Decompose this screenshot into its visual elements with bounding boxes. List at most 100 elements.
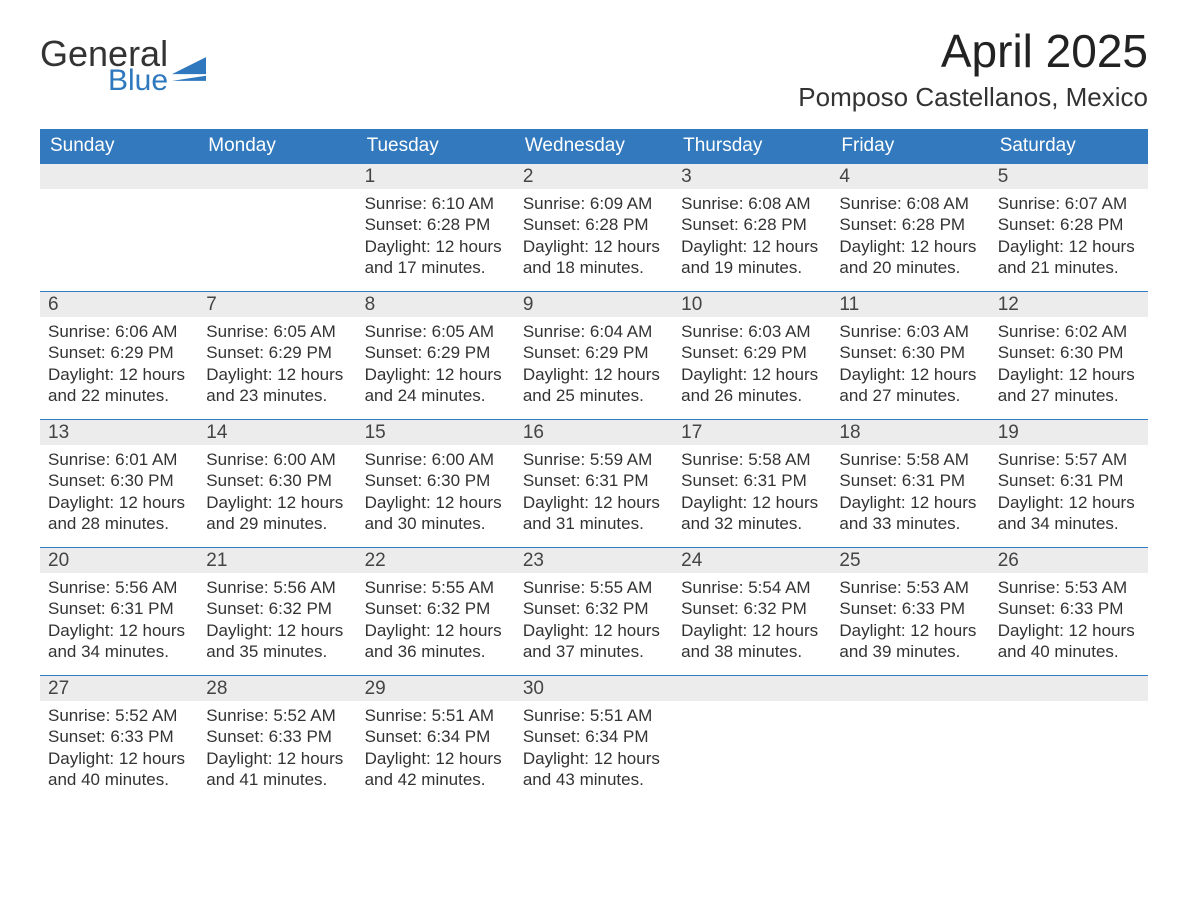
day-details: Sunrise: 5:53 AMSunset: 6:33 PMDaylight:… [990,573,1148,668]
sunset-line: Sunset: 6:29 PM [523,342,665,363]
sunset-line: Sunset: 6:31 PM [681,470,823,491]
day-details: Sunrise: 6:08 AMSunset: 6:28 PMDaylight:… [673,189,831,284]
sunrise-line: Sunrise: 5:55 AM [523,577,665,598]
sunrise-line: Sunrise: 5:51 AM [365,705,507,726]
day-number: 19 [990,419,1148,445]
day-details: Sunrise: 6:01 AMSunset: 6:30 PMDaylight:… [40,445,198,540]
calendar-day-cell [673,675,831,803]
day-details: Sunrise: 6:08 AMSunset: 6:28 PMDaylight:… [831,189,989,284]
daylight-line: Daylight: 12 hours and 41 minutes. [206,748,348,791]
daylight-line: Daylight: 12 hours and 38 minutes. [681,620,823,663]
day-number: 4 [831,163,989,189]
day-details: Sunrise: 5:56 AMSunset: 6:31 PMDaylight:… [40,573,198,668]
sunset-line: Sunset: 6:30 PM [48,470,190,491]
daylight-line: Daylight: 12 hours and 31 minutes. [523,492,665,535]
calendar-day-cell: 15Sunrise: 6:00 AMSunset: 6:30 PMDayligh… [357,419,515,547]
day-number: 21 [198,547,356,573]
sunrise-line: Sunrise: 5:55 AM [365,577,507,598]
day-number: 24 [673,547,831,573]
day-details: Sunrise: 5:58 AMSunset: 6:31 PMDaylight:… [673,445,831,540]
day-number [198,163,356,189]
daylight-line: Daylight: 12 hours and 40 minutes. [48,748,190,791]
calendar-table: SundayMondayTuesdayWednesdayThursdayFrid… [40,129,1148,803]
sunset-line: Sunset: 6:33 PM [206,726,348,747]
sunset-line: Sunset: 6:30 PM [839,342,981,363]
day-number: 5 [990,163,1148,189]
calendar-day-cell: 11Sunrise: 6:03 AMSunset: 6:30 PMDayligh… [831,291,989,419]
day-details: Sunrise: 5:59 AMSunset: 6:31 PMDaylight:… [515,445,673,540]
flag-icon [172,57,206,81]
sunrise-line: Sunrise: 6:03 AM [839,321,981,342]
sunset-line: Sunset: 6:30 PM [998,342,1140,363]
daylight-line: Daylight: 12 hours and 35 minutes. [206,620,348,663]
day-number: 18 [831,419,989,445]
sunrise-line: Sunrise: 5:52 AM [206,705,348,726]
calendar-day-cell: 9Sunrise: 6:04 AMSunset: 6:29 PMDaylight… [515,291,673,419]
sunset-line: Sunset: 6:28 PM [998,214,1140,235]
calendar-body: 1Sunrise: 6:10 AMSunset: 6:28 PMDaylight… [40,163,1148,803]
sunset-line: Sunset: 6:28 PM [365,214,507,235]
calendar-day-cell: 19Sunrise: 5:57 AMSunset: 6:31 PMDayligh… [990,419,1148,547]
day-number: 17 [673,419,831,445]
day-number: 11 [831,291,989,317]
day-details: Sunrise: 6:02 AMSunset: 6:30 PMDaylight:… [990,317,1148,412]
daylight-line: Daylight: 12 hours and 34 minutes. [998,492,1140,535]
sunset-line: Sunset: 6:33 PM [998,598,1140,619]
day-number: 1 [357,163,515,189]
day-number: 29 [357,675,515,701]
calendar-day-cell: 16Sunrise: 5:59 AMSunset: 6:31 PMDayligh… [515,419,673,547]
daylight-line: Daylight: 12 hours and 27 minutes. [839,364,981,407]
weekday-header: Friday [831,129,989,163]
calendar-day-cell: 12Sunrise: 6:02 AMSunset: 6:30 PMDayligh… [990,291,1148,419]
day-details: Sunrise: 6:10 AMSunset: 6:28 PMDaylight:… [357,189,515,284]
calendar-day-cell: 2Sunrise: 6:09 AMSunset: 6:28 PMDaylight… [515,163,673,291]
calendar-day-cell: 14Sunrise: 6:00 AMSunset: 6:30 PMDayligh… [198,419,356,547]
sunset-line: Sunset: 6:31 PM [523,470,665,491]
sunset-line: Sunset: 6:31 PM [48,598,190,619]
daylight-line: Daylight: 12 hours and 20 minutes. [839,236,981,279]
weekday-header: Wednesday [515,129,673,163]
calendar-day-cell [831,675,989,803]
day-details: Sunrise: 5:53 AMSunset: 6:33 PMDaylight:… [831,573,989,668]
day-number: 25 [831,547,989,573]
day-number: 27 [40,675,198,701]
calendar-day-cell: 29Sunrise: 5:51 AMSunset: 6:34 PMDayligh… [357,675,515,803]
daylight-line: Daylight: 12 hours and 33 minutes. [839,492,981,535]
sunrise-line: Sunrise: 6:04 AM [523,321,665,342]
sunrise-line: Sunrise: 6:08 AM [681,193,823,214]
sunset-line: Sunset: 6:32 PM [365,598,507,619]
sunrise-line: Sunrise: 6:08 AM [839,193,981,214]
calendar-week-row: 20Sunrise: 5:56 AMSunset: 6:31 PMDayligh… [40,547,1148,675]
daylight-line: Daylight: 12 hours and 39 minutes. [839,620,981,663]
daylight-line: Daylight: 12 hours and 34 minutes. [48,620,190,663]
sunrise-line: Sunrise: 6:00 AM [365,449,507,470]
day-details: Sunrise: 5:57 AMSunset: 6:31 PMDaylight:… [990,445,1148,540]
day-details: Sunrise: 6:05 AMSunset: 6:29 PMDaylight:… [357,317,515,412]
weekday-header: Thursday [673,129,831,163]
calendar-day-cell: 24Sunrise: 5:54 AMSunset: 6:32 PMDayligh… [673,547,831,675]
calendar-day-cell: 17Sunrise: 5:58 AMSunset: 6:31 PMDayligh… [673,419,831,547]
day-number: 16 [515,419,673,445]
daylight-line: Daylight: 12 hours and 25 minutes. [523,364,665,407]
sunrise-line: Sunrise: 5:53 AM [839,577,981,598]
sunset-line: Sunset: 6:34 PM [365,726,507,747]
daylight-line: Daylight: 12 hours and 30 minutes. [365,492,507,535]
daylight-line: Daylight: 12 hours and 23 minutes. [206,364,348,407]
sunset-line: Sunset: 6:29 PM [48,342,190,363]
weekday-header: Monday [198,129,356,163]
day-details: Sunrise: 5:51 AMSunset: 6:34 PMDaylight:… [515,701,673,796]
day-details: Sunrise: 6:03 AMSunset: 6:30 PMDaylight:… [831,317,989,412]
calendar-day-cell: 13Sunrise: 6:01 AMSunset: 6:30 PMDayligh… [40,419,198,547]
day-details: Sunrise: 6:00 AMSunset: 6:30 PMDaylight:… [357,445,515,540]
day-details: Sunrise: 6:07 AMSunset: 6:28 PMDaylight:… [990,189,1148,284]
calendar-day-cell: 27Sunrise: 5:52 AMSunset: 6:33 PMDayligh… [40,675,198,803]
sunset-line: Sunset: 6:34 PM [523,726,665,747]
day-details: Sunrise: 5:55 AMSunset: 6:32 PMDaylight:… [357,573,515,668]
calendar-day-cell: 28Sunrise: 5:52 AMSunset: 6:33 PMDayligh… [198,675,356,803]
daylight-line: Daylight: 12 hours and 32 minutes. [681,492,823,535]
day-details: Sunrise: 5:58 AMSunset: 6:31 PMDaylight:… [831,445,989,540]
brand-logo: General Blue [40,36,206,96]
sunset-line: Sunset: 6:28 PM [839,214,981,235]
calendar-day-cell: 22Sunrise: 5:55 AMSunset: 6:32 PMDayligh… [357,547,515,675]
daylight-line: Daylight: 12 hours and 26 minutes. [681,364,823,407]
